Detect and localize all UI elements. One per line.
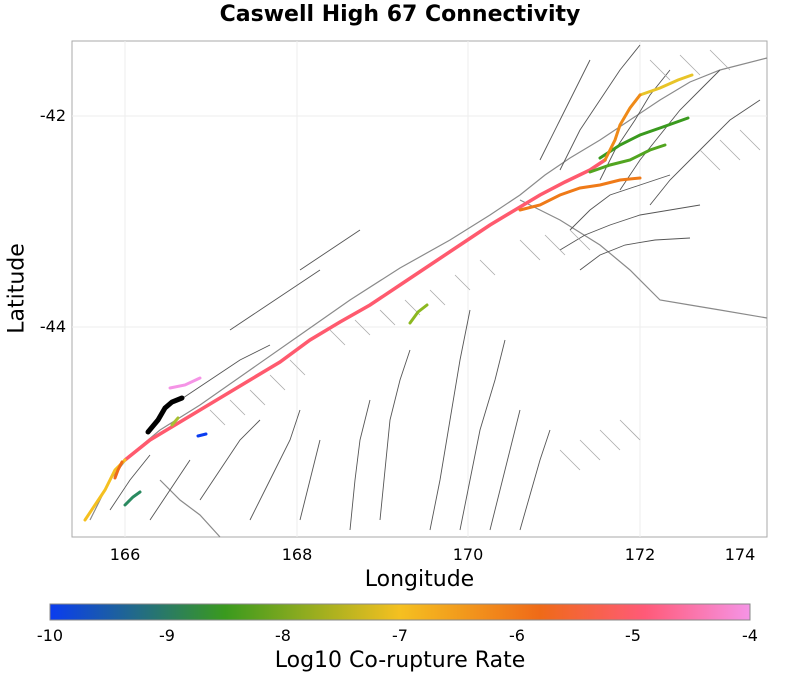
y-tick-label: -42 [39, 106, 66, 125]
rupture-small-teal [123, 490, 142, 507]
colorbar-tick: -7 [392, 626, 408, 645]
rupture-small-blue [196, 432, 208, 438]
rupture-fiordland-pink [168, 376, 202, 390]
colorbar-tick: -5 [625, 626, 641, 645]
colorbar-tick: -8 [275, 626, 291, 645]
x-tick-label: 168 [281, 545, 313, 564]
colorbar-tick: -10 [36, 626, 64, 645]
y-tick-label: -44 [39, 317, 66, 336]
colorbar-label: Log10 Co-rupture Rate [274, 648, 526, 673]
fault-network [109, 44, 761, 531]
x-tick-label: 170 [452, 545, 484, 564]
x-tick-label: 174 [724, 545, 756, 564]
colorbar-gradient [49, 603, 751, 621]
chart-title: Caswell High 67 Connectivity [219, 2, 581, 27]
y-axis-label: Latitude [4, 243, 30, 334]
colorbar-tick: -9 [159, 626, 175, 645]
rupture-northeast-yellow [638, 73, 694, 97]
x-axis-label: Longitude [364, 567, 475, 592]
rupture-northeast-green-1 [598, 116, 690, 160]
rupture-small-orange [113, 460, 124, 480]
fault-boxes [209, 49, 761, 471]
rupture-northeast-green-2 [588, 143, 667, 174]
gridlines [72, 41, 767, 537]
rupture-small-yellowgreen [170, 416, 180, 427]
colorbar-tick: -4 [742, 626, 758, 645]
rupture-alpine-main [123, 158, 607, 462]
plot-area [71, 40, 768, 538]
ruptures [83, 73, 694, 522]
x-tick-label: 172 [624, 545, 656, 564]
rupture-fiordland-black [145, 395, 185, 435]
colorbar-tick: -6 [509, 626, 525, 645]
rupture-small-green [408, 303, 429, 325]
rupture-northeast-orange-2 [603, 93, 642, 162]
x-tick-label: 166 [109, 545, 141, 564]
rupture-northeast-orange [518, 176, 642, 212]
